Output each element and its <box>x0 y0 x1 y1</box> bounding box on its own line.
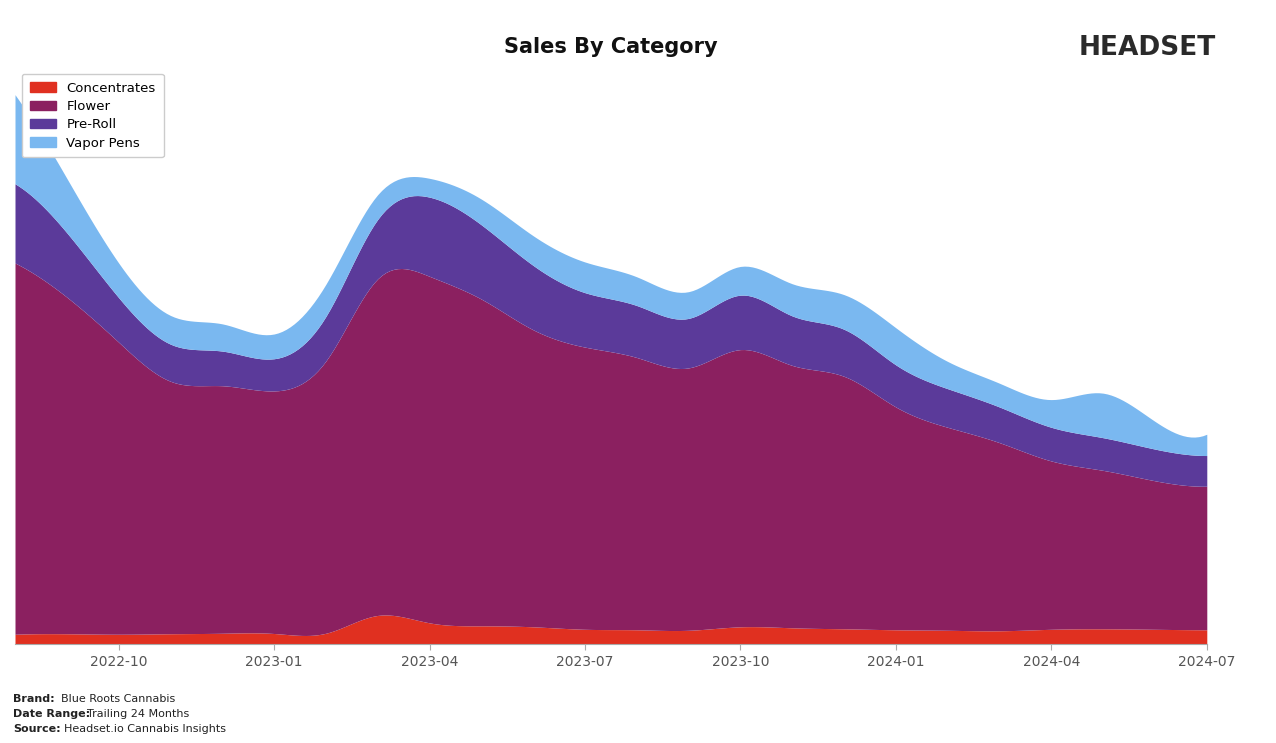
Text: Blue Roots Cannabis: Blue Roots Cannabis <box>61 694 176 704</box>
Title: Sales By Category: Sales By Category <box>504 37 717 57</box>
Text: Brand:: Brand: <box>13 694 55 704</box>
Legend: Concentrates, Flower, Pre-Roll, Vapor Pens: Concentrates, Flower, Pre-Roll, Vapor Pe… <box>22 74 163 158</box>
Text: Source:: Source: <box>13 724 60 734</box>
Text: Headset.io Cannabis Insights: Headset.io Cannabis Insights <box>64 724 226 734</box>
Text: Date Range:: Date Range: <box>13 709 89 719</box>
Text: HEADSET: HEADSET <box>1078 36 1216 61</box>
Text: Trailing 24 Months: Trailing 24 Months <box>87 709 189 719</box>
